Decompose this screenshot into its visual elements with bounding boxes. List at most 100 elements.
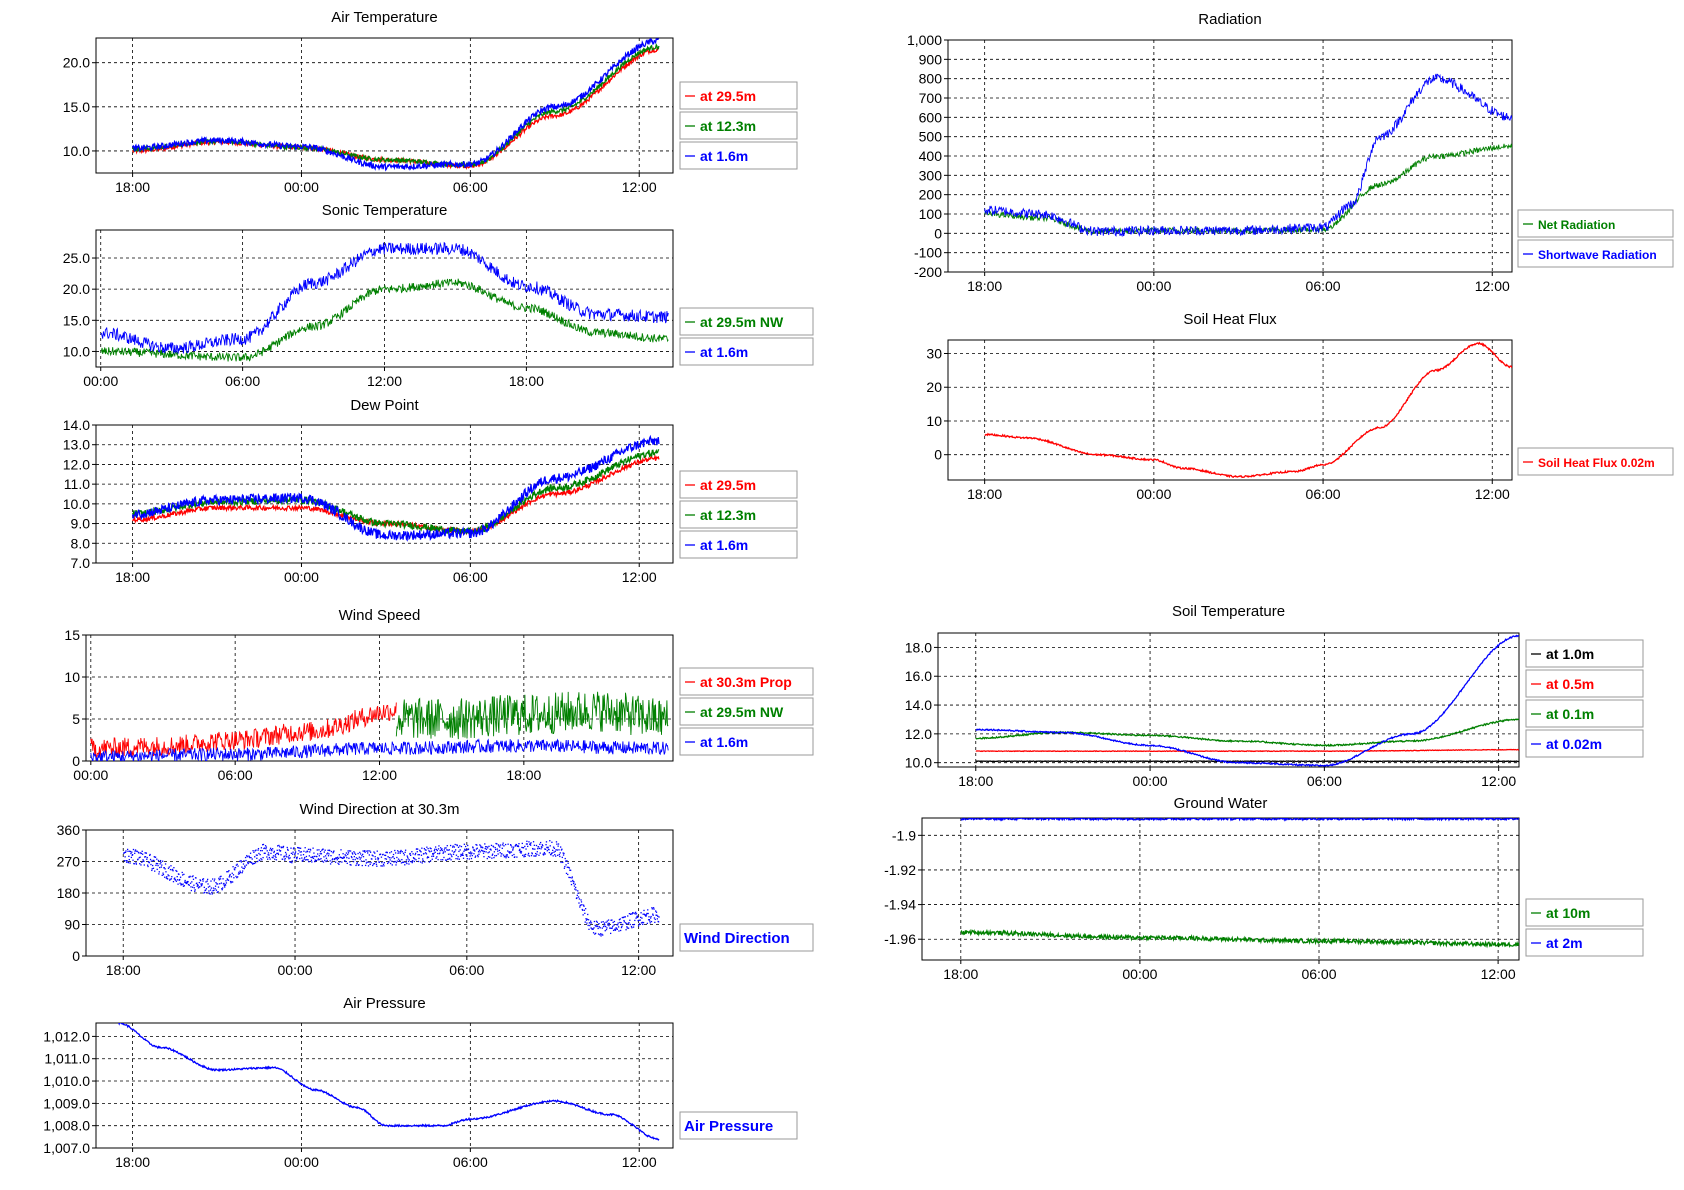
scatter-point (372, 863, 375, 865)
legend-box (1517, 239, 1674, 268)
y-tick-label: 1,009.0 (43, 1095, 90, 1111)
scatter-point (607, 924, 609, 926)
scatter-point (187, 883, 190, 886)
scatter-point (209, 885, 211, 887)
scatter-point (457, 856, 459, 858)
chart-title: Wind Speed (339, 607, 421, 624)
scatter-point (443, 849, 446, 851)
scatter-point (372, 855, 374, 857)
scatter-point (476, 847, 478, 849)
legend-entry[interactable]: Soil Heat Flux 0.02m (1517, 447, 1674, 476)
scatter-point (251, 862, 253, 864)
scatter-point (340, 849, 342, 851)
scatter-point (442, 851, 445, 853)
scatter-point (444, 847, 446, 849)
legend-entry[interactable]: at 29.5m NW (679, 697, 814, 726)
scatter-point (128, 855, 130, 858)
legend-entry[interactable]: at 12.3m (679, 500, 798, 529)
legend-entry[interactable]: at 10m (1525, 898, 1644, 927)
scatter-point (219, 883, 221, 885)
legend-entry[interactable]: Shortwave Radiation (1517, 239, 1674, 268)
legend-entry[interactable]: at 1.6m (679, 337, 814, 366)
scatter-point (552, 849, 554, 852)
scatter-point (499, 844, 502, 846)
scatter-point (589, 922, 591, 924)
scatter-point (297, 846, 299, 849)
scatter-point (354, 858, 356, 861)
scatter-point (524, 845, 526, 848)
scatter-point (468, 852, 470, 854)
legend-entry[interactable]: at 0.5m (1525, 669, 1644, 698)
x-tick-label: 06:00 (449, 962, 484, 978)
scatter-point (503, 845, 505, 847)
legend-entry[interactable]: at 30.3m Prop (679, 667, 814, 696)
legend-entry[interactable]: at 0.1m (1525, 699, 1644, 728)
scatter-point (134, 849, 137, 851)
legend-entry[interactable]: Wind Direction (679, 923, 814, 952)
scatter-point (211, 891, 213, 894)
scatter-point (476, 844, 478, 846)
scatter-point (284, 857, 286, 860)
scatter-point (627, 922, 629, 925)
scatter-point (570, 880, 572, 883)
scatter-point (292, 851, 294, 853)
scatter-point (608, 922, 611, 925)
scatter-point (151, 864, 154, 867)
scatter-point (543, 853, 545, 855)
scatter-point (327, 852, 329, 854)
scatter-point (430, 847, 432, 850)
scatter-point (650, 920, 653, 923)
scatter-point (204, 891, 206, 894)
scatter-point (257, 849, 259, 851)
scatter-point (367, 865, 370, 867)
legend-entry[interactable]: at 29.5m (679, 470, 798, 499)
legend-entry[interactable]: at 2m (1525, 928, 1644, 957)
scatter-point (139, 856, 141, 858)
y-tick-label: 18.0 (905, 639, 932, 655)
legend-entry[interactable]: at 0.02m (1525, 729, 1644, 758)
legend-entry[interactable]: at 1.6m (679, 727, 814, 756)
x-tick-label: 18:00 (115, 1154, 150, 1170)
scatter-point (422, 859, 424, 862)
legend-entry[interactable]: at 1.6m (679, 530, 798, 559)
legend-entry[interactable]: at 1.0m (1525, 639, 1644, 668)
scatter-point (547, 846, 549, 848)
legend-entry[interactable]: at 12.3m (679, 111, 798, 140)
scatter-point (134, 850, 136, 852)
scatter-point (156, 858, 158, 860)
scatter-point (408, 859, 411, 861)
scatter-point (217, 890, 219, 893)
scatter-point (637, 916, 639, 919)
scatter-point (481, 850, 483, 852)
scatter-point (614, 928, 616, 930)
legend-entry[interactable]: at 29.5m (679, 81, 798, 110)
y-tick-label: -1.94 (884, 897, 916, 913)
scatter-point (425, 849, 427, 851)
scatter-point (149, 854, 151, 857)
legend-box (679, 81, 798, 110)
plot-frame (95, 37, 674, 174)
scatter-point (394, 849, 396, 852)
scatter-point (312, 856, 314, 858)
scatter-point (462, 852, 464, 854)
scatter-point (162, 872, 164, 874)
y-tick-label: 5 (72, 711, 80, 727)
scatter-point (334, 858, 336, 860)
legend-entry[interactable]: Net Radiation (1517, 209, 1674, 238)
scatter-point (164, 876, 166, 878)
legend-entry[interactable]: at 1.6m (679, 141, 798, 170)
scatter-point (564, 860, 567, 862)
scatter-point (487, 847, 489, 849)
legend-entry[interactable]: Air Pressure (679, 1111, 798, 1140)
scatter-point (606, 927, 608, 929)
scatter-point (639, 923, 641, 926)
scatter-point (446, 849, 448, 851)
scatter-point (219, 878, 222, 880)
legend-box (679, 337, 814, 366)
scatter-point (426, 857, 428, 859)
scatter-point (502, 844, 504, 846)
x-tick-label: 18:00 (506, 767, 541, 783)
legend-entry[interactable]: at 29.5m NW (679, 307, 814, 336)
x-tick-label: 06:00 (1307, 773, 1342, 789)
scatter-point (294, 851, 297, 853)
